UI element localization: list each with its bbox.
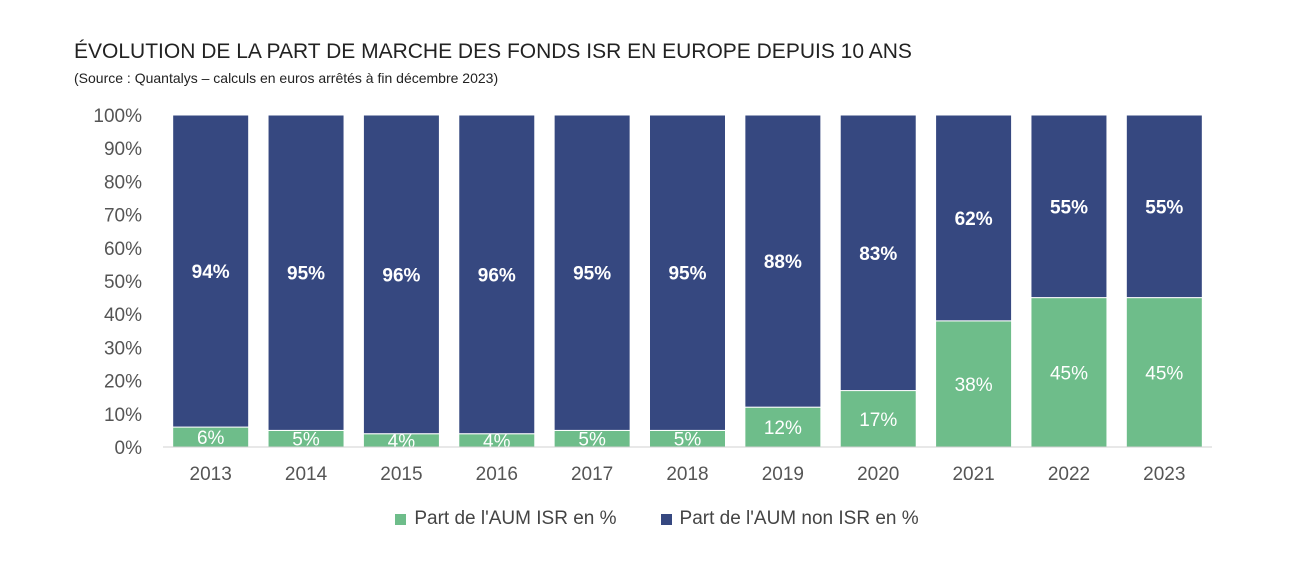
data-label-isr: 38% xyxy=(955,375,993,396)
y-tick-label: 60% xyxy=(104,239,142,260)
data-label-non-isr: 55% xyxy=(1145,197,1183,218)
data-label-isr: 5% xyxy=(578,430,606,451)
legend-item-non-isr: Part de l'AUM non ISR en % xyxy=(660,508,919,530)
x-axis: 2013 2014 2015 2016 2017 2018 2019 2020 2021 2022… xyxy=(190,464,1186,485)
x-tick-label: 2016 xyxy=(476,464,518,485)
y-tick-label: 0% xyxy=(115,438,143,459)
y-tick-label: 10% xyxy=(104,405,142,426)
x-tick-label: 2014 xyxy=(285,464,328,485)
legend-label-non-isr: Part de l'AUM non ISR en % xyxy=(679,508,919,529)
x-tick-label: 2020 xyxy=(857,464,899,485)
y-axis: 0% 10% 20% 30% 40% 50% 60% 70% 80% 90% 100% xyxy=(93,106,142,459)
y-tick-label: 100% xyxy=(93,106,142,127)
y-tick-label: 90% xyxy=(104,139,142,160)
data-label-isr: 45% xyxy=(1050,363,1088,384)
bar-segment-non-isr xyxy=(649,114,726,431)
chart-title: ÉVOLUTION DE LA PART DE MARCHE DES FONDS… xyxy=(74,40,912,63)
y-tick-label: 20% xyxy=(104,372,142,393)
bar-segment-non-isr xyxy=(839,114,917,392)
x-tick-label: 2021 xyxy=(952,464,994,485)
data-label-isr: 6% xyxy=(197,428,225,449)
y-tick-label: 50% xyxy=(104,272,142,293)
bar-segment-non-isr xyxy=(553,114,631,431)
bar-segment-isr xyxy=(935,320,1013,448)
data-label-isr: 5% xyxy=(674,430,702,451)
bar-segment-isr xyxy=(744,406,822,448)
legend-swatch-isr xyxy=(395,513,407,525)
y-tick-label: 80% xyxy=(104,172,142,193)
data-label-isr: 4% xyxy=(483,431,511,452)
chart-subtitle: (Source : Quantalys – calculs en euros a… xyxy=(74,70,499,86)
data-label-isr: 5% xyxy=(292,430,320,451)
legend-item-isr: Part de l'AUM ISR en % xyxy=(395,508,617,530)
x-tick-label: 2022 xyxy=(1048,464,1090,485)
data-label-non-isr: 96% xyxy=(382,265,420,286)
data-label-non-isr: 95% xyxy=(287,264,325,285)
bar-segment-isr xyxy=(1125,297,1203,448)
x-tick-label: 2015 xyxy=(380,464,422,485)
data-label-isr: 12% xyxy=(764,418,802,439)
bar-segment-non-isr xyxy=(1125,114,1203,299)
data-label-non-isr: 88% xyxy=(764,252,802,273)
x-tick-label: 2018 xyxy=(666,464,708,485)
data-label-non-isr: 95% xyxy=(573,264,611,285)
bar-segment-non-isr xyxy=(458,114,536,435)
data-label-non-isr: 94% xyxy=(192,262,230,283)
y-tick-label: 30% xyxy=(104,338,142,359)
data-label-non-isr: 62% xyxy=(955,209,993,230)
bar-segment-non-isr xyxy=(1030,114,1108,299)
data-label-isr: 45% xyxy=(1145,363,1183,384)
bar-segment-non-isr xyxy=(172,114,250,428)
bars: 6% 94% 5% 95% 4% 96% 4% 96% 5% 95% 5% 95% 12% 88% 17% 8… xyxy=(172,114,1203,452)
data-label-isr: 17% xyxy=(859,410,897,431)
legend: Part de l'AUM ISR en % Part de l'AUM non… xyxy=(0,508,1314,530)
y-tick-label: 70% xyxy=(104,206,142,227)
data-label-non-isr: 55% xyxy=(1050,197,1088,218)
data-label-non-isr: 83% xyxy=(859,244,897,265)
bar-segment-non-isr xyxy=(935,114,1013,322)
x-tick-label: 2013 xyxy=(190,464,232,485)
bar-segment-non-isr xyxy=(267,114,345,431)
bar-segment-non-isr xyxy=(744,114,822,408)
x-tick-label: 2019 xyxy=(762,464,804,485)
data-label-non-isr: 95% xyxy=(668,264,706,285)
bar-segment-isr xyxy=(1030,297,1108,448)
legend-swatch-non-isr xyxy=(660,513,672,525)
x-tick-label: 2017 xyxy=(571,464,613,485)
bar-segment-non-isr xyxy=(362,114,440,435)
x-tick-label: 2023 xyxy=(1143,464,1185,485)
legend-label-isr: Part de l'AUM ISR en % xyxy=(414,508,617,529)
data-label-isr: 4% xyxy=(388,431,416,452)
data-label-non-isr: 96% xyxy=(478,265,516,286)
y-tick-label: 40% xyxy=(104,305,142,326)
